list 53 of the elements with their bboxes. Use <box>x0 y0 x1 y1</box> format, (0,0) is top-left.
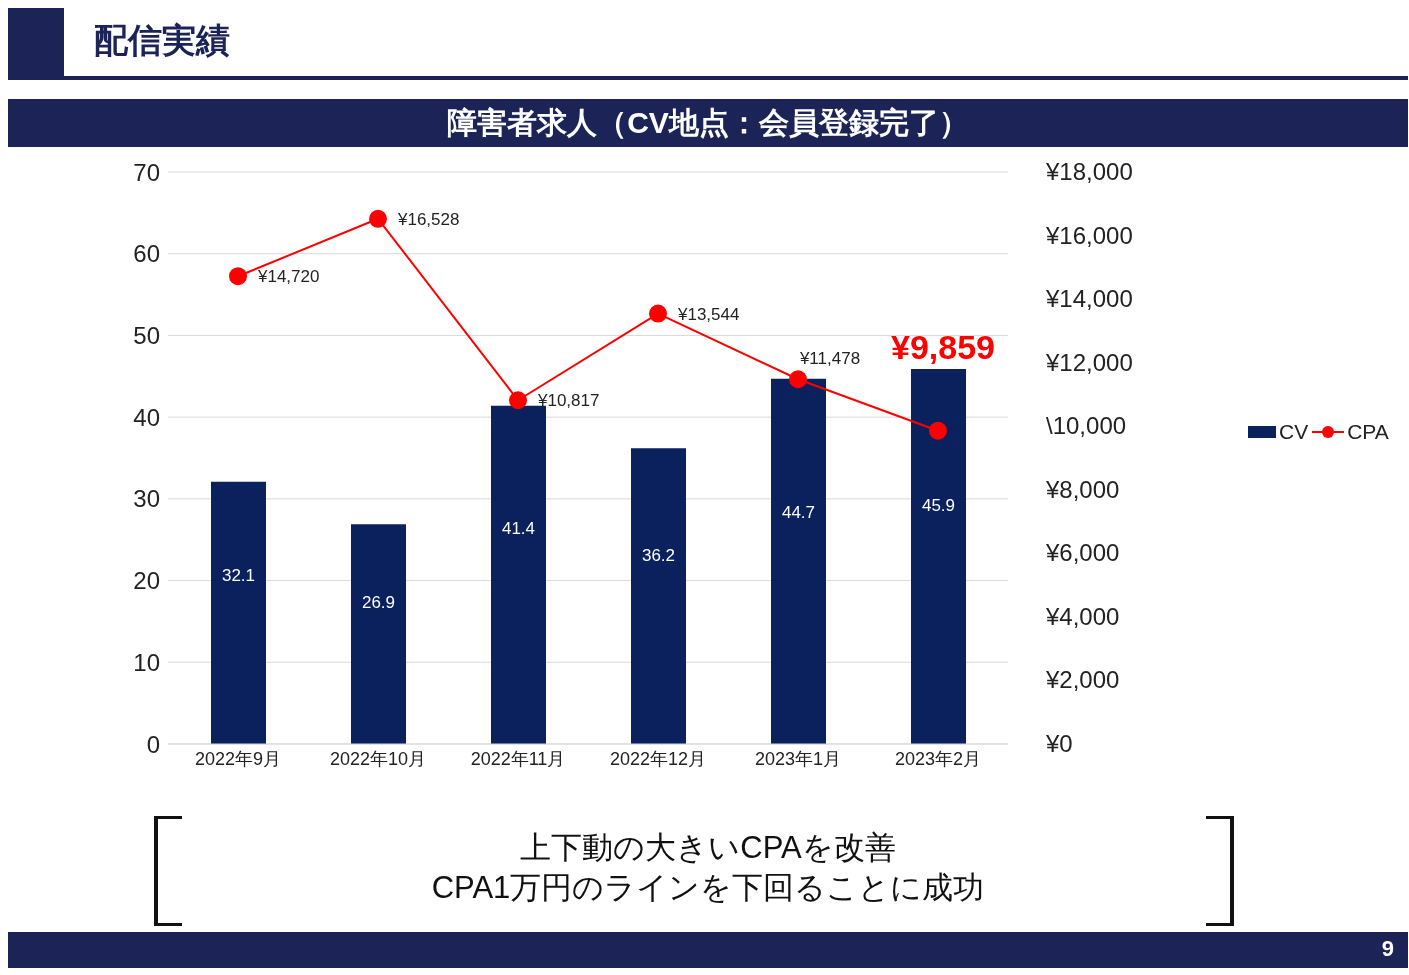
y-tick-label: 70 <box>133 158 160 186</box>
text: 上下動の大きいCPAを改善 CPA1万円のラインを下回ることに成功 <box>430 829 986 907</box>
data-label: 26.9 <box>361 592 396 612</box>
y-tick-label: 0 <box>146 730 160 758</box>
y-tick-label: 30 <box>133 485 160 513</box>
data-label: ¥13,544 <box>677 304 740 324</box>
data-label: 36.2 <box>641 545 676 565</box>
data-label: ¥9,859 <box>891 327 995 366</box>
y2-tick-label: ¥16,000 <box>1045 221 1133 249</box>
y-tick-label: 40 <box>133 403 160 431</box>
x-tick-label: 2023年1月 <box>754 748 842 769</box>
y2-tick-label: \10,000 <box>1046 412 1127 440</box>
y-tick-label: 50 <box>133 321 160 349</box>
x-tick-label: 2022年10月 <box>329 748 427 769</box>
point <box>789 370 807 389</box>
chart-subtitle: 障害者求人（CV地点：会員登録完了） <box>8 99 1408 147</box>
y2-tick-label: ¥12,000 <box>1045 348 1133 376</box>
data-label: 41.4 <box>501 519 536 539</box>
y2-tick-label: ¥0 <box>1045 730 1073 757</box>
bar <box>351 524 406 744</box>
y2-tick-label: ¥18,000 <box>1045 158 1133 185</box>
point <box>369 209 387 228</box>
y2-tick-label: ¥4,000 <box>1045 602 1120 630</box>
y2-tick-label: ¥6,000 <box>1045 539 1120 567</box>
bar <box>631 448 686 744</box>
y-tick-label: 20 <box>133 567 160 595</box>
data-label: 44.7 <box>781 502 816 522</box>
data-label: ¥16,528 <box>397 209 460 229</box>
text: 9 <box>1381 936 1394 962</box>
data-label: 45.9 <box>921 496 956 516</box>
point <box>509 391 527 410</box>
legend-label: CPA <box>1346 420 1389 444</box>
y-tick-label: 10 <box>133 648 160 676</box>
x-tick-label: 2023年2月 <box>894 748 982 769</box>
bar <box>911 368 966 744</box>
x-tick-label: 2022年11月 <box>470 748 566 769</box>
y2-tick-label: ¥8,000 <box>1045 475 1120 503</box>
data-label: 32.1 <box>221 566 256 586</box>
x-tick-label: 2022年12月 <box>609 748 707 769</box>
x-tick-label: 2022年9月 <box>194 748 282 769</box>
data-label: ¥11,478 <box>798 349 861 369</box>
bar <box>771 378 826 744</box>
y2-tick-label: ¥2,000 <box>1045 666 1120 694</box>
point <box>929 421 947 440</box>
bar <box>211 481 266 744</box>
y2-tick-label: ¥14,000 <box>1045 285 1133 313</box>
data-label: ¥14,720 <box>257 267 320 287</box>
y-tick-label: 60 <box>133 240 160 268</box>
chart-title: 配信実績 <box>94 20 230 61</box>
legend-label: CV <box>1278 420 1309 444</box>
data-label: ¥10,817 <box>537 391 600 411</box>
point <box>649 304 667 323</box>
point <box>229 267 247 286</box>
